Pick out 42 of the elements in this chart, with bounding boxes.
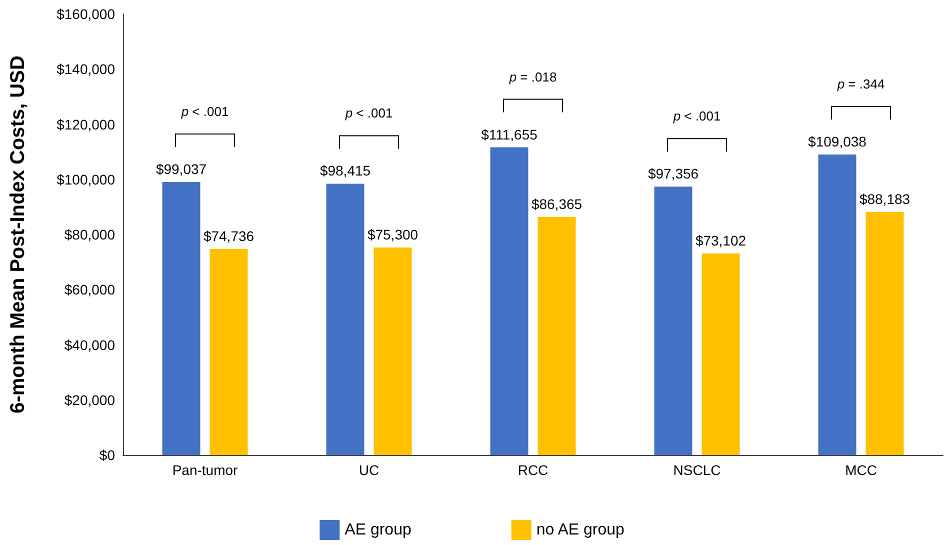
y-axis-title: 6-month Mean Post-Index Costs, USD (7, 56, 29, 414)
y-tick-label: $40,000 (64, 336, 116, 353)
legend-label: AE group (344, 522, 412, 538)
x-tick-label: NSCLC (673, 462, 721, 478)
bar (538, 216, 576, 455)
y-tick-label: $120,000 (56, 116, 116, 132)
annotation: p < .001 (672, 108, 721, 124)
bar (162, 182, 200, 455)
bar (210, 249, 248, 455)
y-tick-label: $60,000 (64, 282, 116, 298)
bar (866, 212, 904, 455)
y-tick-label: $140,000 (56, 61, 116, 78)
y-tick-label: $80,000 (64, 226, 116, 242)
y-tick-label: $160,000 (56, 6, 116, 22)
data-label: $98,415 (320, 162, 371, 179)
data-label: $111,655 (481, 126, 538, 142)
y-tick-label: $20,000 (64, 392, 116, 408)
bar (818, 154, 856, 455)
x-tick-label: Pan-tumor (172, 462, 238, 478)
annotation: p = .018 (508, 69, 557, 84)
x-tick-label: MCC (845, 462, 877, 478)
data-label: $99,037 (156, 161, 207, 178)
data-label: $97,356 (648, 166, 699, 182)
bar (702, 254, 740, 455)
x-tick-label: UC (358, 462, 380, 478)
data-label: $109,038 (808, 133, 867, 150)
data-label: $75,300 (367, 226, 418, 242)
data-label: $86,365 (531, 196, 582, 212)
bar (374, 247, 412, 455)
bar (326, 184, 364, 455)
legend-label: no AE group (536, 522, 625, 538)
bar (490, 147, 528, 455)
annotation: p < .001 (180, 104, 229, 120)
annotation: p = .344 (836, 76, 885, 92)
y-tick-label: $100,000 (56, 171, 116, 188)
x-tick-label: RCC (518, 462, 548, 478)
y-tick-label: $0 (99, 447, 116, 463)
bar (654, 186, 692, 455)
annotation: p < .001 (344, 106, 393, 121)
data-label: $74,736 (203, 228, 254, 244)
data-label: $73,102 (695, 232, 746, 249)
data-label: $88,183 (859, 190, 910, 207)
